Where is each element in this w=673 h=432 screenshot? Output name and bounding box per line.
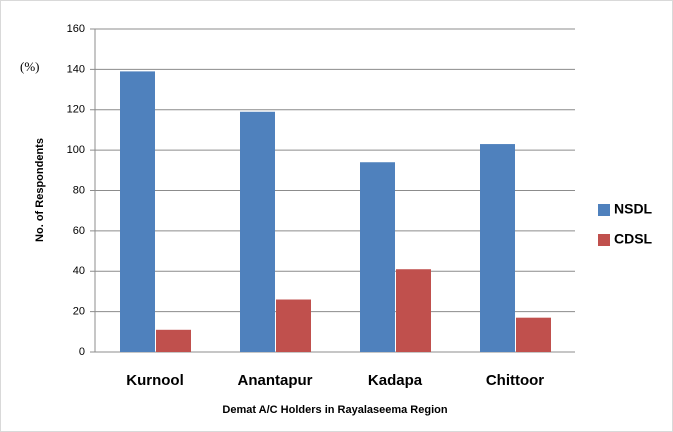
y-tick-label: 120 (67, 104, 85, 116)
x-axis-title: Demat A/C Holders in Rayalaseema Region (222, 404, 447, 416)
bar (516, 317, 551, 352)
y-axis-title: No. of Respondents (34, 138, 46, 242)
y-tick-label: 20 (73, 306, 85, 318)
x-tick-label: Chittoor (486, 372, 544, 389)
y-tick-label: 140 (67, 63, 85, 75)
legend-label: CDSL (614, 231, 653, 247)
y-tick-label: 40 (73, 265, 85, 277)
bar (240, 111, 275, 352)
bar (480, 144, 515, 352)
y-tick-label: 160 (67, 23, 85, 35)
x-tick-label: Kadapa (368, 372, 423, 389)
annotation: (%) (20, 59, 40, 74)
bar (360, 162, 395, 352)
bar (276, 299, 311, 352)
x-tick-label: Kurnool (126, 372, 184, 389)
bar (156, 329, 191, 352)
legend-swatch (598, 234, 610, 246)
bar (120, 71, 155, 353)
legend-label: NSDL (614, 201, 653, 217)
x-tick-label: Anantapur (238, 372, 313, 389)
bar (396, 269, 431, 352)
y-tick-label: 60 (73, 225, 85, 237)
y-tick-label: 0 (79, 346, 85, 358)
legend-swatch (598, 204, 610, 216)
y-tick-label: 100 (67, 144, 85, 156)
y-tick-label: 80 (73, 184, 85, 196)
